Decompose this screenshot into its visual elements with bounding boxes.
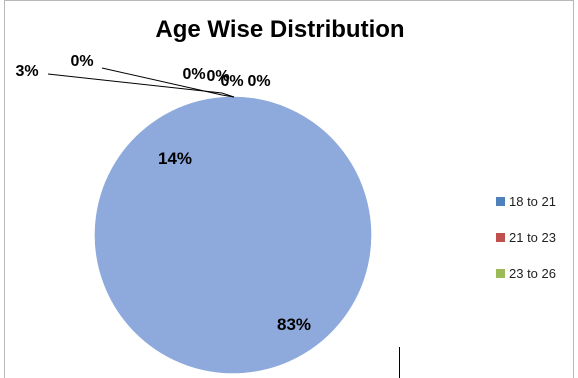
leader-line-0 [101, 67, 235, 98]
legend-label-18-to-21: 18 to 21 [509, 193, 556, 209]
chart-title: Age Wise Distribution [155, 16, 405, 43]
data-label-2: 3% [15, 63, 38, 80]
data-label-0: 83% [277, 315, 311, 334]
data-label-1: 14% [158, 149, 192, 168]
legend-swatch-18-to-21 [496, 196, 505, 206]
legend-swatch-21-to-23 [496, 232, 505, 242]
frame-divider [399, 347, 400, 378]
pie-slice-0 [94, 96, 372, 374]
frame-border-top [4, 0, 574, 1]
data-label-7: 0% [247, 73, 270, 90]
data-label-4: 0% [182, 66, 205, 83]
chart-legend: 18 to 21 21 to 23 23 to 26 [496, 194, 556, 302]
frame-border-right [573, 0, 574, 378]
legend-label-23-to-26: 23 to 26 [509, 265, 556, 281]
legend-swatch-23-to-26 [496, 268, 505, 278]
data-label-3: 0% [70, 53, 93, 70]
frame-border-left [4, 0, 5, 378]
data-label-5: 0% [220, 73, 243, 90]
legend-item-21-to-23: 21 to 23 [496, 229, 556, 245]
legend-item-23-to-26: 23 to 26 [496, 265, 556, 281]
data-label-6: 0% [206, 68, 229, 85]
legend-label-21-to-23: 21 to 23 [509, 229, 556, 245]
leader-line-1 [47, 73, 235, 98]
pie-slice-1 [111, 99, 234, 236]
legend-item-18-to-21: 18 to 21 [496, 193, 556, 209]
